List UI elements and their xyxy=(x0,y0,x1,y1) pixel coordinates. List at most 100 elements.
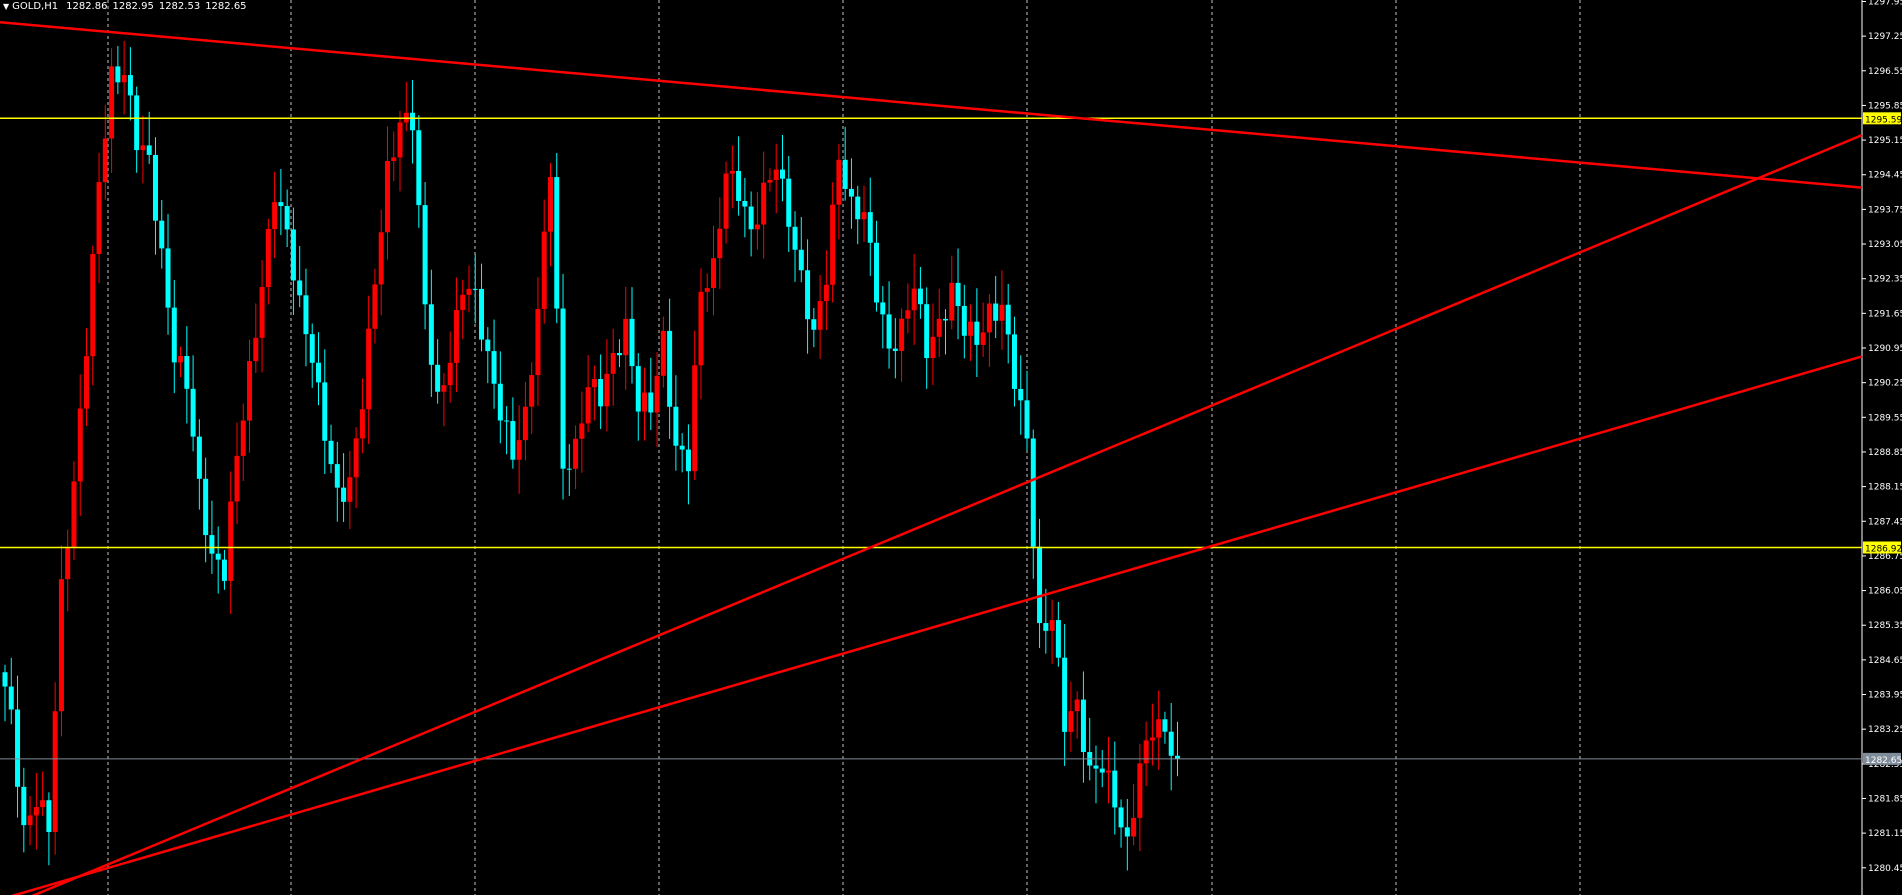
candle-body xyxy=(265,229,271,288)
price-tag-label: 1295.59 xyxy=(1865,115,1902,125)
candle-body xyxy=(491,351,497,384)
candle-body xyxy=(993,303,999,321)
candle-body xyxy=(353,438,359,478)
candle-body xyxy=(1118,807,1124,828)
candle-body xyxy=(90,253,96,357)
price-tag-label: 1286.92 xyxy=(1865,544,1902,554)
y-tick-label: 1288.85 xyxy=(1868,448,1902,458)
trendline xyxy=(10,355,1863,895)
candle-body xyxy=(892,348,898,352)
candle-body xyxy=(905,310,911,319)
candle-body xyxy=(823,284,829,302)
candle-body xyxy=(284,206,290,230)
candle-body xyxy=(134,95,140,151)
y-tick-label: 1292.35 xyxy=(1868,275,1902,285)
candle-body xyxy=(397,122,403,158)
candle-body xyxy=(152,154,158,221)
candle-body xyxy=(102,138,108,183)
candle-body xyxy=(510,421,516,460)
candle-body xyxy=(980,332,986,345)
candle-body xyxy=(924,304,930,359)
candle-body xyxy=(786,178,792,227)
y-tick-label: 1293.75 xyxy=(1868,205,1902,215)
candle-body xyxy=(372,284,378,329)
candle-body xyxy=(911,288,917,311)
y-tick-label: 1293.05 xyxy=(1868,240,1902,250)
low-value: 1282.53 xyxy=(158,1,201,12)
candle-body xyxy=(2,672,8,687)
candle-body xyxy=(504,420,510,422)
candle-body xyxy=(215,553,221,560)
candle-body xyxy=(359,409,365,439)
candle-body xyxy=(610,352,616,374)
symbol-label: GOLD,H1 xyxy=(12,1,59,12)
candle-body xyxy=(1124,827,1130,837)
candle-body xyxy=(1168,731,1174,756)
candle-body xyxy=(968,321,974,336)
price-tag-label: 1282.65 xyxy=(1865,756,1902,766)
candle-body xyxy=(441,385,447,392)
candle-body xyxy=(773,169,779,180)
candle-body xyxy=(1099,768,1105,773)
candle-body xyxy=(165,248,171,308)
candle-body xyxy=(974,321,980,345)
candle-body xyxy=(140,145,146,151)
candle-body xyxy=(278,202,284,207)
candle-body xyxy=(435,364,441,392)
candle-body xyxy=(560,308,566,469)
candle-body xyxy=(347,477,353,502)
candle-body xyxy=(316,362,321,383)
y-tick-label: 1294.45 xyxy=(1868,171,1902,181)
candle-body xyxy=(1112,770,1118,808)
candle-body xyxy=(1049,620,1055,631)
candle-body xyxy=(341,487,347,502)
candle-body xyxy=(127,75,133,96)
y-tick-label: 1291.65 xyxy=(1868,309,1902,319)
candle-body xyxy=(8,686,14,710)
candle-body xyxy=(917,288,923,305)
candle-body xyxy=(704,288,710,292)
candle-body xyxy=(880,302,886,315)
candle-body xyxy=(21,786,27,826)
candle-body xyxy=(648,392,654,413)
y-tick-label: 1295.15 xyxy=(1868,136,1902,146)
y-tick-label: 1290.25 xyxy=(1868,379,1902,389)
candle-body xyxy=(1030,438,1036,547)
candle-body xyxy=(736,170,742,201)
candle-body xyxy=(629,318,635,367)
candle-body xyxy=(485,339,491,352)
candle-body xyxy=(303,295,309,335)
candle-body xyxy=(322,382,328,441)
chart-header: ▼ GOLD,H1 1282.86 1282.95 1282.53 1282.65 xyxy=(3,1,252,12)
collapse-arrow-icon[interactable]: ▼ xyxy=(3,2,10,11)
candle-body xyxy=(247,361,253,421)
y-tick-label: 1297.25 xyxy=(1868,32,1902,42)
y-tick-label: 1295.85 xyxy=(1868,101,1902,111)
candle-body xyxy=(378,232,384,285)
y-tick-label: 1286.05 xyxy=(1868,587,1902,597)
candle-body xyxy=(146,145,152,155)
candle-body xyxy=(178,356,184,363)
candle-body xyxy=(999,304,1005,321)
candle-body xyxy=(635,366,641,412)
y-tick-label: 1280.45 xyxy=(1868,864,1902,874)
candle-body xyxy=(1162,719,1168,732)
trendline xyxy=(0,21,1863,189)
candle-body xyxy=(33,807,39,816)
candle-body xyxy=(1005,304,1011,335)
candle-body xyxy=(447,362,453,386)
candle-body xyxy=(77,408,83,482)
y-tick-label: 1281.85 xyxy=(1868,794,1902,804)
candle-body xyxy=(692,365,698,472)
open-value: 1282.86 xyxy=(66,1,108,12)
candle-body xyxy=(742,200,748,207)
candle-body xyxy=(547,177,553,232)
candle-body xyxy=(522,406,528,441)
candle-body xyxy=(190,388,196,437)
candle-body xyxy=(566,468,572,470)
candle-body xyxy=(334,464,340,488)
candle-body xyxy=(1037,546,1043,624)
candle-body xyxy=(1131,817,1137,837)
price-tag-bg xyxy=(1863,541,1901,554)
